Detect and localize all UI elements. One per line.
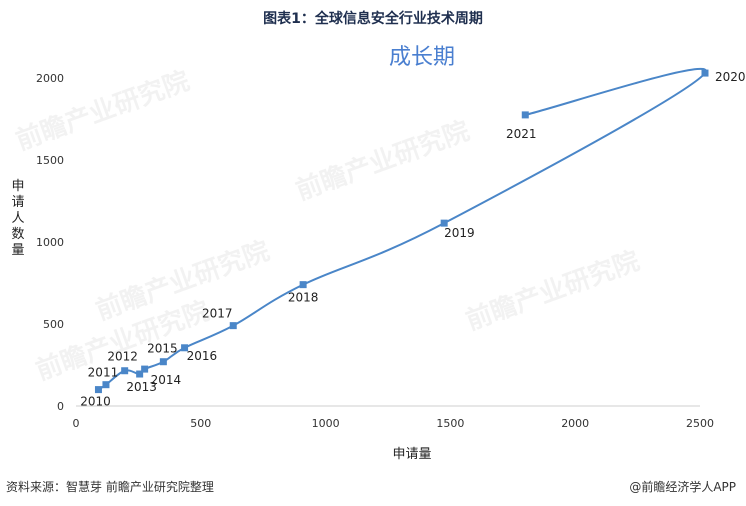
data-point-2017: [229, 322, 237, 330]
y-tick-500: 500: [43, 318, 64, 331]
data-point-2013: [136, 370, 144, 378]
y-axis-label-char: 量: [11, 243, 24, 258]
x-tick-2000: 2000: [561, 417, 589, 430]
data-label-2019: 2019: [444, 226, 475, 240]
data-label-2011: 2011: [88, 366, 119, 380]
y-axis-label-char: 数: [11, 227, 24, 242]
x-tick-1500: 1500: [436, 417, 464, 430]
watermark-1: 前瞻产业研究院: [292, 115, 474, 206]
data-label-2012: 2012: [107, 350, 138, 364]
x-tick-1000: 1000: [312, 417, 340, 430]
x-tick-labels: 0 500 1000 1500 2000 2500: [73, 417, 715, 430]
x-tick-2500: 2500: [686, 417, 714, 430]
data-label-2018: 2018: [288, 291, 319, 305]
series-line: [97, 67, 707, 391]
y-tick-0: 0: [57, 400, 64, 413]
brand-note: @前瞻经济学人APP: [629, 480, 736, 494]
watermark-2: 前瞻产业研究院: [462, 245, 644, 336]
y-tick-1000: 1000: [36, 236, 64, 249]
data-point-2019: [440, 219, 448, 227]
data-point-2011: [102, 381, 110, 389]
data-label-2017: 2017: [202, 307, 233, 321]
y-tick-1500: 1500: [36, 154, 64, 167]
y-axis-label-char: 请: [11, 195, 24, 210]
data-label-2020: 2020: [715, 70, 746, 84]
data-point-2010: [94, 386, 102, 394]
y-axis-label-char: 人: [11, 211, 24, 226]
data-label-2010: 2010: [80, 395, 111, 409]
data-point-2020: [701, 69, 709, 77]
figure-title: 图表1：全球信息安全行业技术周期: [263, 11, 483, 27]
data-label-2021: 2021: [506, 127, 537, 141]
y-axis-label-char: 申: [11, 179, 24, 194]
data-point-2015: [159, 358, 167, 366]
data-label-2013: 2013: [126, 380, 157, 394]
x-tick-500: 500: [190, 417, 211, 430]
x-axis-label: 申请量: [392, 447, 431, 462]
phase-label: 成长期: [389, 45, 455, 70]
y-tick-labels: 0 500 1000 1500 2000: [36, 72, 64, 413]
source-note: 资料来源：智慧芽 前瞻产业研究院整理: [6, 480, 214, 494]
data-point-2012: [121, 367, 129, 375]
y-tick-2000: 2000: [36, 72, 64, 85]
data-label-2015: 2015: [147, 342, 178, 356]
data-label-2016: 2016: [187, 349, 218, 363]
data-label-2014: 2014: [151, 373, 182, 387]
data-point-2021: [521, 111, 529, 119]
data-points: [94, 69, 709, 394]
x-tick-0: 0: [73, 417, 80, 430]
data-point-2018: [299, 281, 307, 289]
data-point-2016: [181, 344, 189, 352]
data-point-2014: [141, 365, 149, 373]
